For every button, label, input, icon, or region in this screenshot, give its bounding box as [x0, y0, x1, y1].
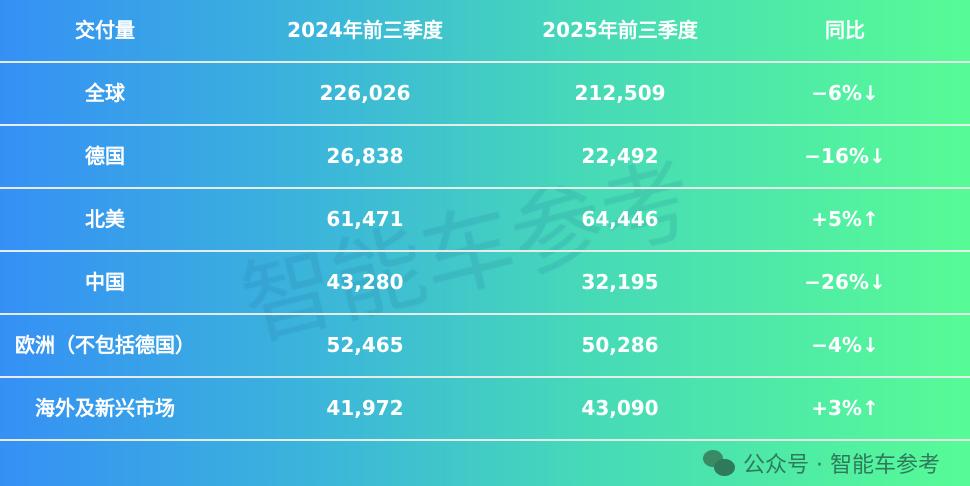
table-row: 德国 26,838 22,492 −16%↓ — [0, 126, 970, 189]
value-text: 64,446 — [581, 207, 659, 231]
header-text: 同比 — [825, 18, 865, 42]
region-text: 海外及新兴市场 — [35, 396, 175, 420]
region-cell: 北美 — [0, 189, 210, 250]
value-2025-cell: 32,195 — [520, 252, 720, 313]
header-text: 交付量 — [75, 18, 135, 42]
yoy-text: −4% — [811, 333, 862, 357]
header-cell: 2024年前三季度 — [210, 0, 520, 61]
footer-text: 公众号 · 智能车参考 — [743, 453, 940, 478]
arrow-down-icon: ↓ — [861, 81, 879, 105]
table-header: 交付量 2024年前三季度 2025年前三季度 同比 — [0, 0, 970, 63]
arrow-down-icon: ↓ — [868, 270, 886, 294]
arrow-down-icon: ↓ — [861, 333, 879, 357]
table-row: 海外及新兴市场 41,972 43,090 +3%↑ — [0, 378, 970, 441]
yoy-cell: +5%↑ — [720, 189, 970, 250]
yoy-text: +5% — [811, 207, 862, 231]
value-2025-cell: 43,090 — [520, 378, 720, 439]
table-row: 欧洲（不包括德国） 52,465 50,286 −4%↓ — [0, 315, 970, 378]
region-cell: 德国 — [0, 126, 210, 187]
header-cell: 交付量 — [0, 0, 210, 61]
value-text: 43,280 — [326, 270, 404, 294]
value-2025-cell: 212,509 — [520, 63, 720, 124]
region-text: 中国 — [85, 270, 125, 294]
footer: 公众号 · 智能车参考 — [703, 446, 940, 480]
value-text: 52,465 — [326, 333, 404, 357]
yoy-cell: +3%↑ — [720, 378, 970, 439]
value-2024-cell: 41,972 — [210, 378, 520, 439]
table-row: 全球 226,026 212,509 −6%↓ — [0, 63, 970, 126]
arrow-down-icon: ↓ — [868, 144, 886, 168]
table-row: 北美 61,471 64,446 +5%↑ — [0, 189, 970, 252]
header-cell: 同比 — [720, 0, 970, 61]
value-2024-cell: 26,838 — [210, 126, 520, 187]
yoy-cell: −6%↓ — [720, 63, 970, 124]
region-cell: 全球 — [0, 63, 210, 124]
region-cell: 欧洲（不包括德国） — [0, 315, 210, 376]
yoy-text: +3% — [811, 396, 862, 420]
region-cell: 中国 — [0, 252, 210, 313]
yoy-text: −6% — [811, 81, 862, 105]
wechat-icon — [703, 450, 736, 476]
value-2025-cell: 64,446 — [520, 189, 720, 250]
yoy-cell: −16%↓ — [720, 126, 970, 187]
value-text: 212,509 — [574, 81, 666, 105]
region-cell: 海外及新兴市场 — [0, 378, 210, 439]
value-2024-cell: 52,465 — [210, 315, 520, 376]
value-text: 41,972 — [326, 396, 404, 420]
value-2024-cell: 226,026 — [210, 63, 520, 124]
value-2024-cell: 61,471 — [210, 189, 520, 250]
value-2024-cell: 43,280 — [210, 252, 520, 313]
region-text: 北美 — [85, 207, 125, 231]
value-2025-cell: 22,492 — [520, 126, 720, 187]
value-text: 61,471 — [326, 207, 404, 231]
value-text: 43,090 — [581, 396, 659, 420]
yoy-cell: −26%↓ — [720, 252, 970, 313]
yoy-cell: −4%↓ — [720, 315, 970, 376]
table-row: 中国 43,280 32,195 −26%↓ — [0, 252, 970, 315]
arrow-up-icon: ↑ — [861, 396, 879, 420]
value-text: 26,838 — [326, 144, 404, 168]
header-text: 2025年前三季度 — [542, 18, 698, 42]
value-text: 226,026 — [319, 81, 411, 105]
header-cell: 2025年前三季度 — [520, 0, 720, 61]
yoy-text: −16% — [804, 144, 869, 168]
yoy-text: −26% — [804, 270, 869, 294]
value-text: 22,492 — [581, 144, 659, 168]
value-text: 32,195 — [581, 270, 659, 294]
header-text: 2024年前三季度 — [287, 18, 443, 42]
region-text: 欧洲（不包括德国） — [15, 333, 195, 357]
value-text: 50,286 — [581, 333, 659, 357]
region-text: 全球 — [85, 81, 125, 105]
delivery-table: 交付量 2024年前三季度 2025年前三季度 同比全球 226,026 212,509 −… — [0, 0, 970, 441]
arrow-up-icon: ↑ — [861, 207, 879, 231]
value-2025-cell: 50,286 — [520, 315, 720, 376]
region-text: 德国 — [85, 144, 125, 168]
